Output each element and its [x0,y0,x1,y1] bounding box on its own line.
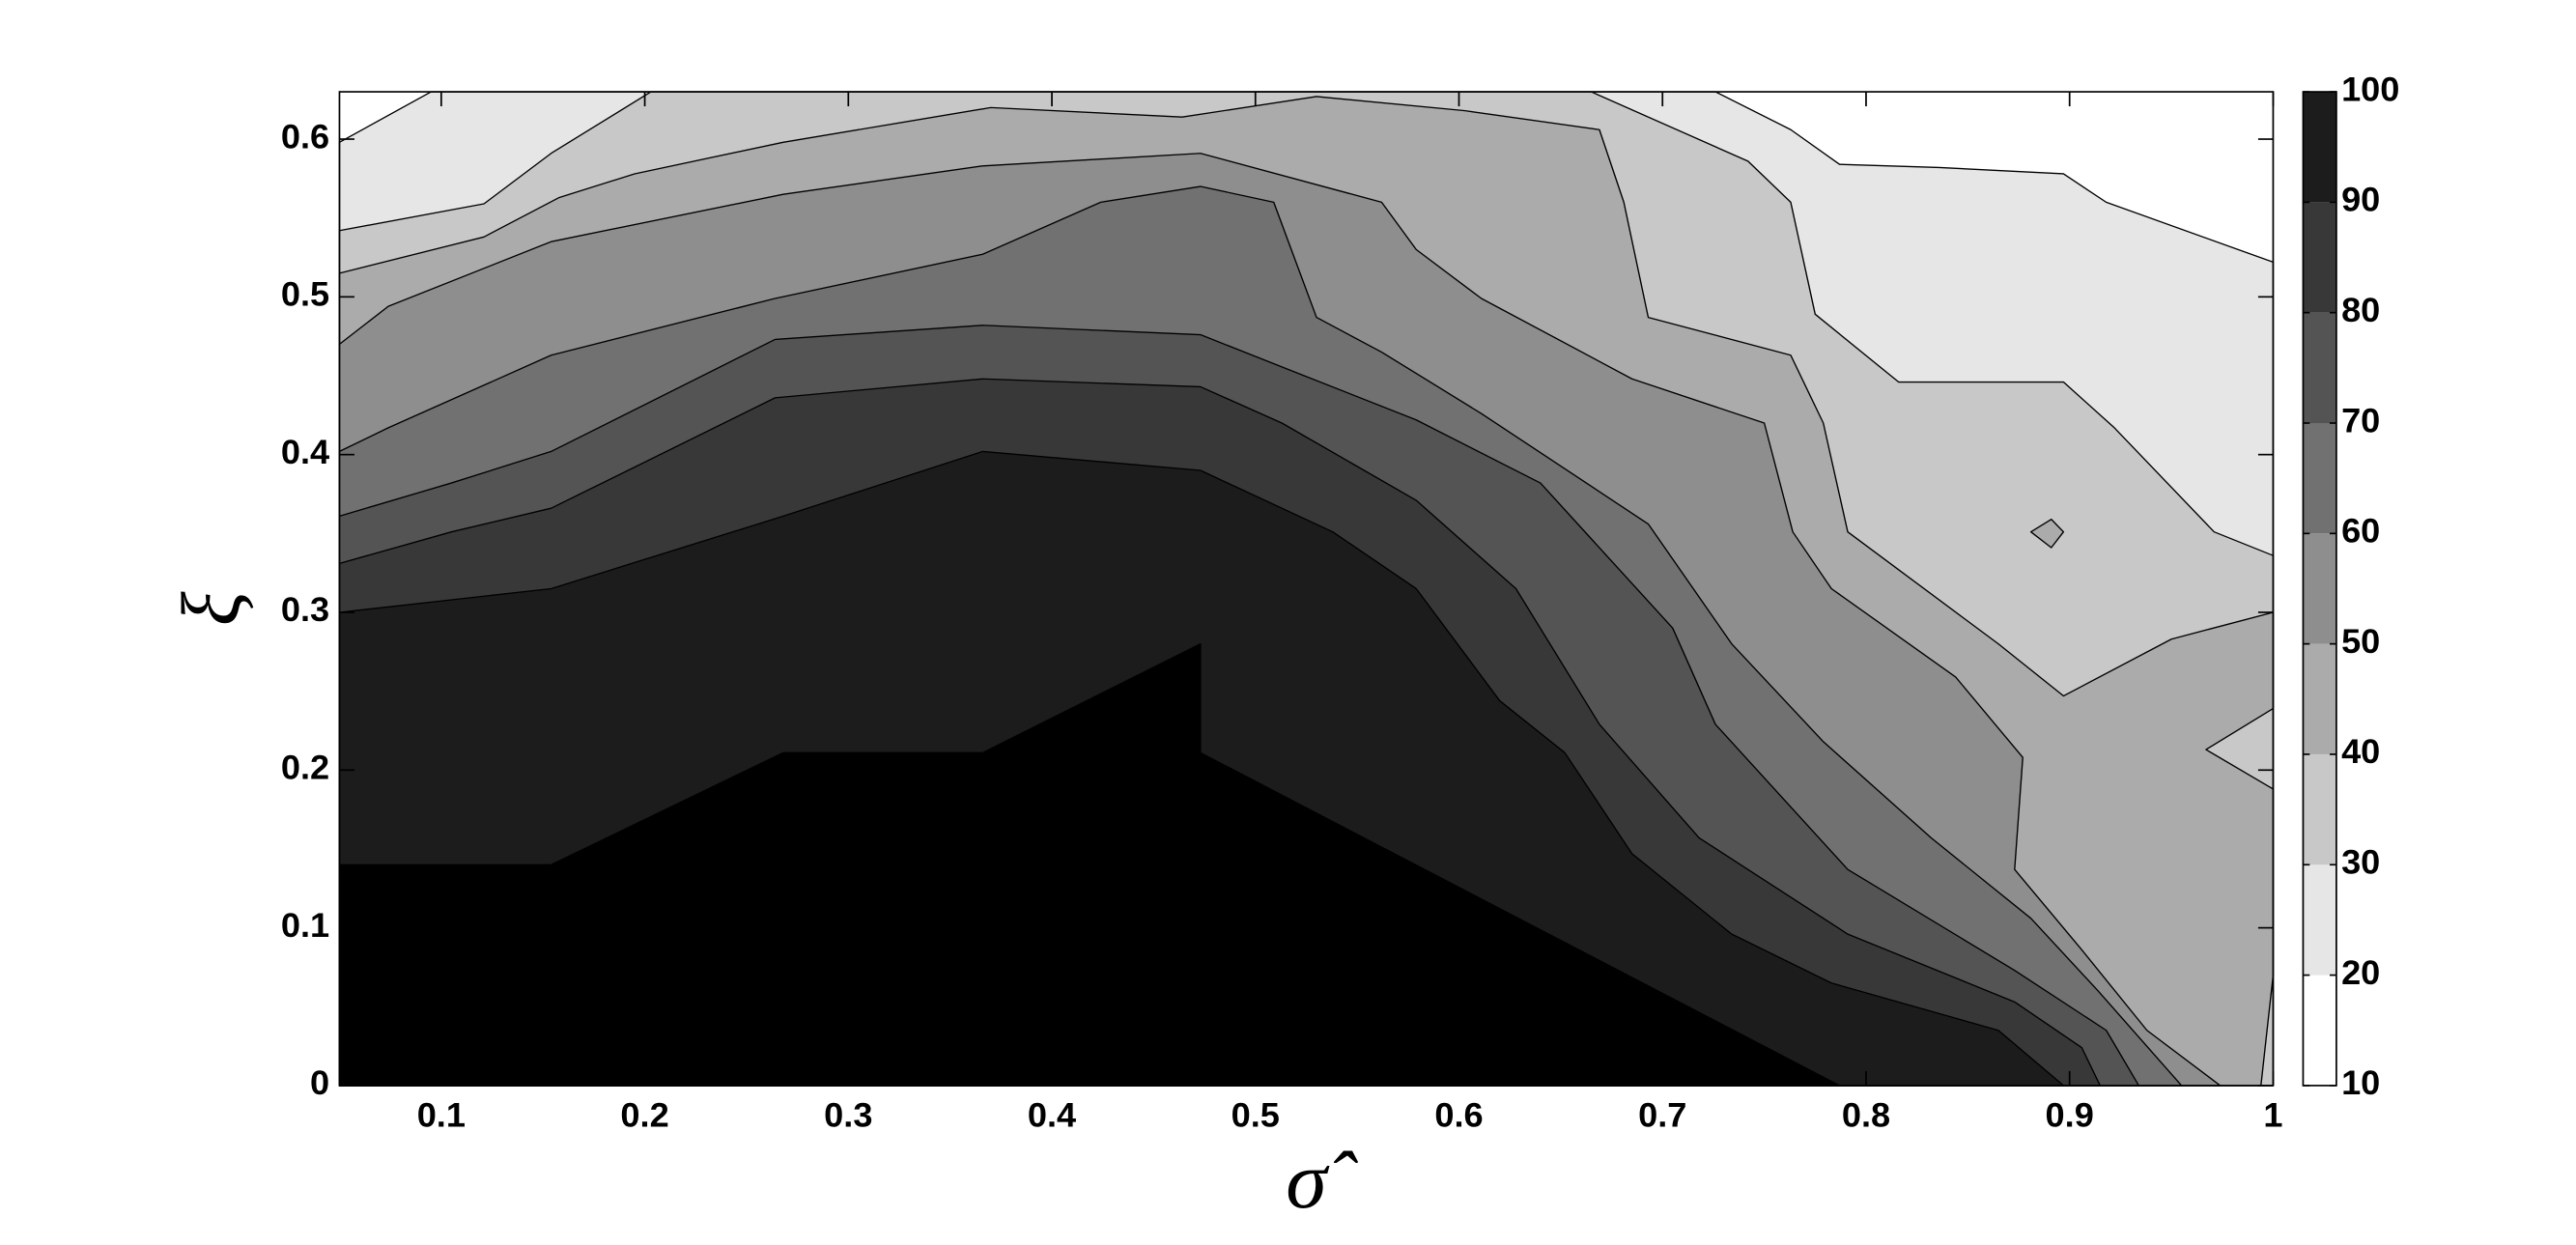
x-tick-label: 0.7 [1638,1096,1686,1134]
y-tick-label: 0 [310,1064,329,1102]
colorbar-band [2303,975,2336,1086]
plot-frame [338,91,2275,1087]
y-tick-label: 0.5 [281,275,329,313]
x-tick-label: 0.4 [1028,1096,1076,1134]
x-tick-label: 0.6 [1434,1096,1483,1134]
colorbar-band [2303,533,2336,644]
colorbar-tick-label: 60 [2341,512,2380,550]
colorbar-tick-label: 50 [2341,622,2380,660]
colorbar-tick-label: 80 [2341,291,2380,328]
y-axis-title: ξ [165,591,258,626]
x-tick-label: 1 [2263,1096,2282,1134]
y-tick-label: 0.2 [281,749,329,786]
colorbar-tick-label: 90 [2341,181,2380,218]
colorbar-tick-label: 10 [2341,1064,2380,1102]
x-tick-label: 0.2 [620,1096,668,1134]
colorbar-tick-label: 40 [2341,733,2380,771]
y-tick-label: 0.1 [281,906,329,944]
contour-region [2029,518,2065,549]
colorbar-tick-label: 70 [2341,402,2380,439]
colorbar-band [2303,423,2336,534]
y-tick-label: 0.6 [281,118,329,156]
y-tick-label: 0.4 [281,433,329,470]
x-tick-label: 0.5 [1231,1096,1280,1134]
x-axis-title: σ̂ [1286,1136,1358,1225]
x-tick-label: 0.9 [2046,1096,2094,1134]
x-tick-label: 0.1 [417,1096,466,1134]
x-tick-label: 0.8 [1842,1096,1890,1134]
colorbar-band [2303,202,2336,313]
colorbar-tick-label: 30 [2341,843,2380,881]
colorbar-frame [2302,91,2337,1087]
colorbar-tick-label: 100 [2341,71,2399,108]
y-tick-label: 0.3 [281,591,329,629]
colorbar-band [2303,753,2336,865]
colorbar-band [2303,312,2336,424]
colorbar-tick-label: 20 [2341,953,2380,991]
colorbar-band [2303,643,2336,754]
x-tick-label: 0.3 [824,1096,872,1134]
colorbar-band [2303,92,2336,203]
colorbar-band [2303,864,2336,976]
